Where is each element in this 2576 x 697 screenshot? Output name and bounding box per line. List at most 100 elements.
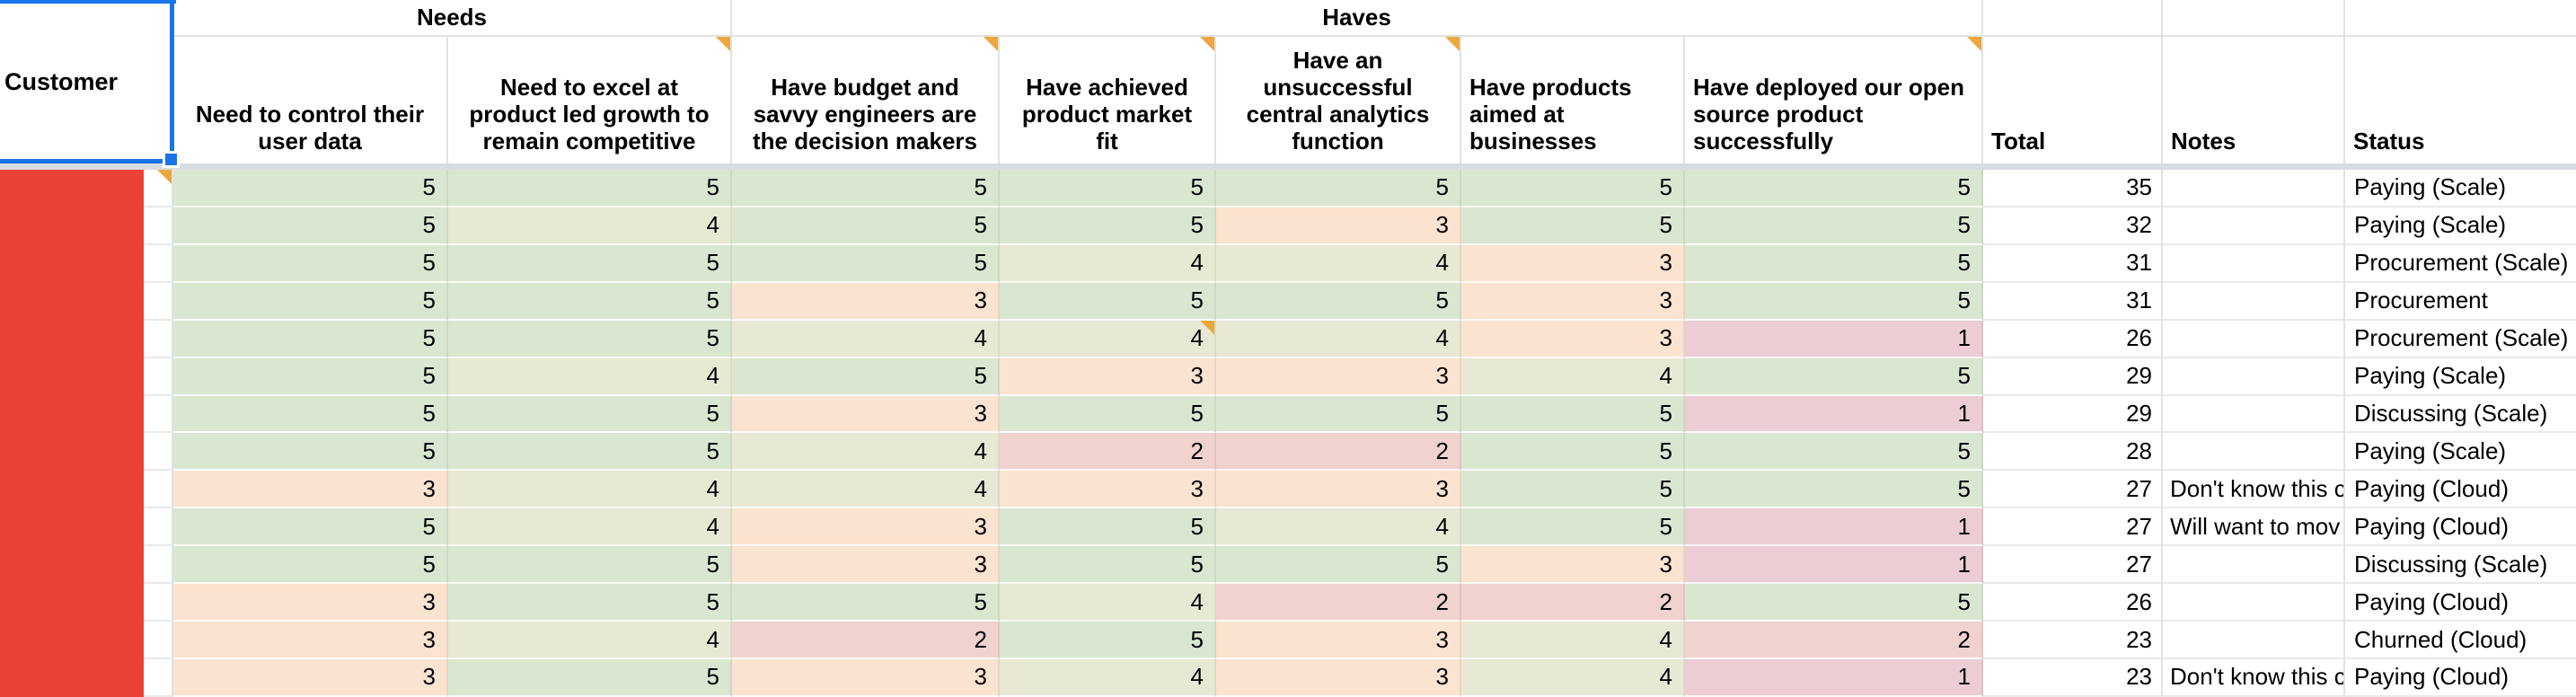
score-cell[interactable]: 3 <box>732 395 1000 434</box>
total-cell[interactable]: 31 <box>1983 244 2163 283</box>
score-cell[interactable]: 5 <box>1000 170 1216 207</box>
total-cell[interactable]: 27 <box>1983 508 2163 547</box>
score-cell[interactable]: 5 <box>448 433 732 472</box>
score-cell[interactable]: 4 <box>448 508 732 547</box>
score-cell[interactable]: 5 <box>173 207 448 245</box>
score-cell[interactable]: 5 <box>1000 622 1216 659</box>
score-cell[interactable]: 4 <box>1000 320 1216 358</box>
status-cell[interactable]: Procurement (Scale) <box>2345 244 2576 283</box>
total-cell[interactable]: 27 <box>1983 471 2163 509</box>
score-cell[interactable]: 5 <box>1685 433 1983 472</box>
status-cell[interactable]: Discussing (Scale) <box>2345 546 2576 585</box>
score-cell[interactable]: 5 <box>173 320 448 358</box>
column-header-product-led-growth[interactable]: Need to excel at product led growth to r… <box>448 37 732 163</box>
status-cell[interactable]: Paying (Scale) <box>2345 207 2576 245</box>
score-cell[interactable]: 2 <box>732 622 1000 659</box>
score-cell[interactable]: 1 <box>1685 395 1983 434</box>
note-cell[interactable] <box>2163 546 2345 585</box>
note-cell[interactable] <box>2163 395 2345 434</box>
score-cell[interactable]: 5 <box>1461 471 1685 509</box>
score-cell[interactable]: 4 <box>1461 622 1685 659</box>
score-cell[interactable]: 2 <box>1216 584 1461 622</box>
score-cell[interactable]: 3 <box>173 622 448 659</box>
score-cell[interactable]: 1 <box>1685 546 1983 585</box>
note-cell[interactable] <box>2163 622 2345 659</box>
column-header-control-user-data[interactable]: Need to control their user data <box>173 37 448 163</box>
column-header-status[interactable]: Status <box>2345 37 2576 163</box>
score-cell[interactable]: 5 <box>173 395 448 434</box>
status-cell[interactable]: Paying (Cloud) <box>2345 508 2576 547</box>
score-cell[interactable]: 5 <box>732 357 1000 396</box>
score-cell[interactable]: 4 <box>448 622 732 659</box>
total-cell[interactable]: 28 <box>1983 433 2163 472</box>
status-cell[interactable]: Paying (Cloud) <box>2345 658 2576 697</box>
score-cell[interactable]: 2 <box>1216 433 1461 472</box>
note-cell[interactable]: Don't know this c <box>2163 471 2345 509</box>
group-header-needs[interactable]: Needs <box>173 0 732 37</box>
score-cell[interactable]: 5 <box>1461 170 1685 207</box>
score-cell[interactable]: 5 <box>173 508 448 547</box>
score-cell[interactable]: 4 <box>1216 320 1461 358</box>
score-cell[interactable]: 5 <box>1685 357 1983 396</box>
score-cell[interactable]: 3 <box>1216 357 1461 396</box>
group-header-empty-total[interactable] <box>1983 0 2163 37</box>
score-cell[interactable]: 5 <box>1461 395 1685 434</box>
score-cell[interactable]: 5 <box>173 546 448 585</box>
column-header-total[interactable]: Total <box>1983 37 2163 163</box>
score-cell[interactable]: 4 <box>1000 244 1216 283</box>
score-cell[interactable]: 3 <box>1216 471 1461 509</box>
note-cell[interactable] <box>2163 170 2345 207</box>
score-cell[interactable]: 5 <box>1685 471 1983 509</box>
score-cell[interactable]: 4 <box>1216 244 1461 283</box>
score-cell[interactable]: 3 <box>173 471 448 509</box>
score-cell[interactable]: 3 <box>1216 622 1461 659</box>
score-cell[interactable]: 5 <box>1461 433 1685 472</box>
note-cell[interactable]: Will want to mov <box>2163 508 2345 547</box>
total-cell[interactable]: 26 <box>1983 584 2163 622</box>
score-cell[interactable]: 5 <box>173 433 448 472</box>
score-cell[interactable]: 5 <box>732 207 1000 245</box>
score-cell[interactable]: 5 <box>173 357 448 396</box>
score-cell[interactable]: 2 <box>1000 433 1216 472</box>
status-cell[interactable]: Churned (Cloud) <box>2345 622 2576 659</box>
note-cell[interactable] <box>2163 357 2345 396</box>
column-header-budget-savvy-engineers[interactable]: Have budget and savvy engineers are the … <box>732 37 1000 163</box>
score-cell[interactable]: 5 <box>1216 282 1461 321</box>
score-cell[interactable]: 3 <box>1216 207 1461 245</box>
score-cell[interactable]: 5 <box>173 282 448 321</box>
score-cell[interactable]: 5 <box>448 546 732 585</box>
score-cell[interactable]: 1 <box>1685 658 1983 697</box>
score-cell[interactable]: 3 <box>1000 357 1216 396</box>
group-header-empty-status[interactable] <box>2345 0 2576 37</box>
score-cell[interactable]: 3 <box>1216 658 1461 697</box>
score-cell[interactable]: 5 <box>1000 508 1216 547</box>
score-cell[interactable]: 4 <box>732 471 1000 509</box>
score-cell[interactable]: 5 <box>448 658 732 697</box>
score-cell[interactable]: 5 <box>1000 282 1216 321</box>
note-cell[interactable] <box>2163 320 2345 358</box>
score-cell[interactable]: 3 <box>1461 244 1685 283</box>
note-cell[interactable] <box>2163 584 2345 622</box>
score-cell[interactable]: 5 <box>1685 244 1983 283</box>
score-cell[interactable]: 3 <box>1000 471 1216 509</box>
total-cell[interactable]: 29 <box>1983 395 2163 434</box>
score-cell[interactable]: 1 <box>1685 508 1983 547</box>
score-cell[interactable]: 5 <box>1216 170 1461 207</box>
score-cell[interactable]: 4 <box>448 471 732 509</box>
score-cell[interactable]: 4 <box>448 357 732 396</box>
note-cell[interactable] <box>2163 433 2345 472</box>
score-cell[interactable]: 3 <box>732 546 1000 585</box>
total-cell[interactable]: 23 <box>1983 622 2163 659</box>
score-cell[interactable]: 3 <box>732 658 1000 697</box>
score-cell[interactable]: 3 <box>1461 282 1685 321</box>
score-cell[interactable]: 5 <box>1216 395 1461 434</box>
status-cell[interactable]: Procurement <box>2345 282 2576 321</box>
score-cell[interactable]: 4 <box>1461 658 1685 697</box>
status-cell[interactable]: Procurement (Scale) <box>2345 320 2576 358</box>
score-cell[interactable]: 3 <box>732 508 1000 547</box>
group-header-empty-notes[interactable] <box>2163 0 2345 37</box>
score-cell[interactable]: 5 <box>732 170 1000 207</box>
note-cell[interactable] <box>2163 244 2345 283</box>
status-cell[interactable]: Paying (Cloud) <box>2345 471 2576 509</box>
status-cell[interactable]: Paying (Scale) <box>2345 357 2576 396</box>
